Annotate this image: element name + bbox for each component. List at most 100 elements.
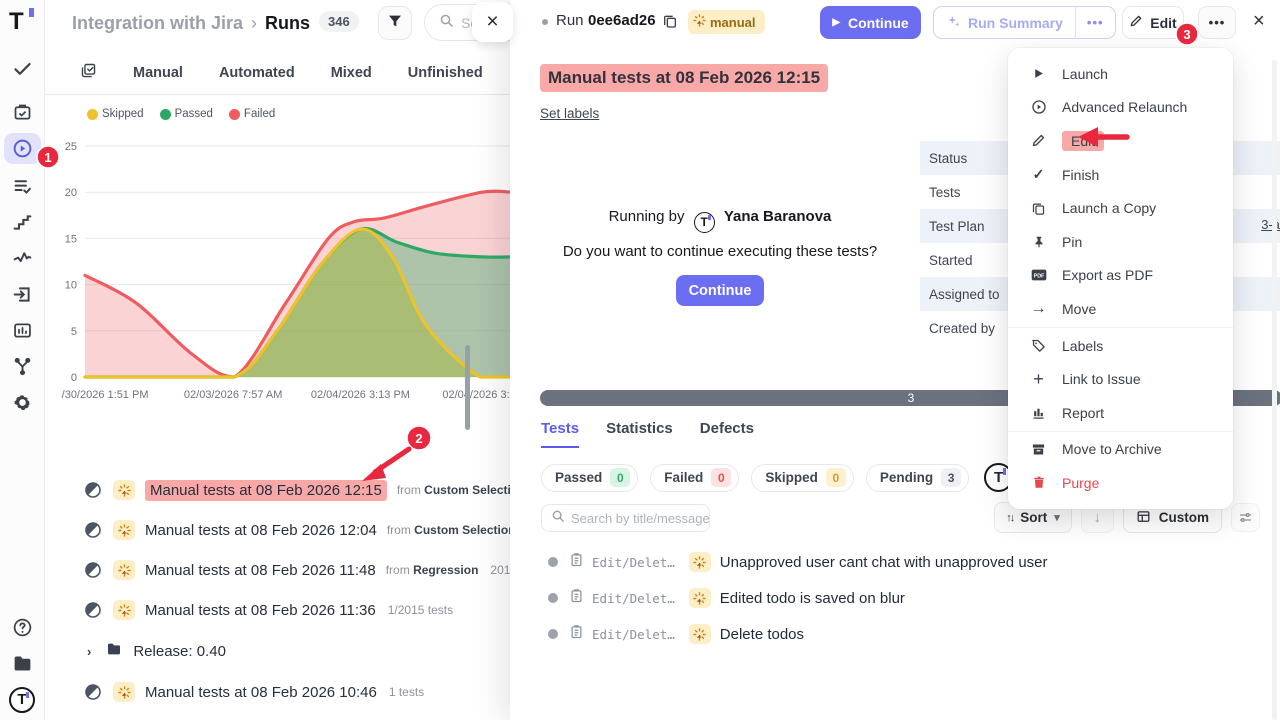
run-row[interactable]: Manual tests at 08 Feb 2026 11:48 from R… <box>45 550 530 590</box>
drawer-edge-close-button[interactable]: × <box>472 2 513 42</box>
copy-icon <box>1030 200 1047 217</box>
run-row[interactable]: Manual tests at 08 Feb 2026 12:15 from C… <box>45 470 544 510</box>
continue-button[interactable]: ▶ Continue <box>820 6 921 39</box>
test-title[interactable]: Edited todo is saved on blur <box>719 589 905 607</box>
run-group-row[interactable]: › Release: 0.40 <box>45 631 512 671</box>
suite-clipboard-icon[interactable] <box>12 102 33 123</box>
menu-item-pin[interactable]: Pin <box>1008 225 1233 259</box>
user-avatar[interactable]: T <box>9 687 35 713</box>
pulse-activity-icon[interactable] <box>12 248 33 269</box>
table-icon <box>1136 509 1151 527</box>
run-title[interactable]: Manual tests at 08 Feb 2026 10:46 <box>145 683 377 701</box>
filter-button[interactable] <box>378 6 412 40</box>
menu-item-move-to-archive[interactable]: Move to Archive <box>1008 433 1233 467</box>
test-plan-link[interactable]: 3-a <box>1261 217 1280 232</box>
passed-dot-icon <box>159 108 171 120</box>
run-progress-pie-icon <box>85 602 101 618</box>
divider <box>1074 6 1076 39</box>
drawer-close-button[interactable]: × <box>1253 10 1265 33</box>
test-title[interactable]: Unapproved user cant chat with unapprove… <box>719 553 1048 571</box>
branch-icon[interactable] <box>12 356 33 377</box>
pencil-icon <box>1129 14 1143 31</box>
run-title[interactable]: Manual tests at 08 Feb 2026 11:48 <box>145 561 376 579</box>
runs-panel: Integration with Jira › Runs 346 Manual Aut… <box>45 0 570 720</box>
menu-item-launch-a-copy[interactable]: Launch a Copy <box>1008 191 1233 225</box>
run-title[interactable]: Manual tests at 08 Feb 2026 12:15 <box>145 479 387 501</box>
tab-automated[interactable]: Automated <box>218 65 295 81</box>
run-title[interactable]: Manual tests at 08 Feb 2026 11:36 <box>145 601 376 619</box>
edit-button[interactable]: Edit <box>1122 6 1184 39</box>
help-icon[interactable] <box>12 617 33 638</box>
select-all-icon[interactable] <box>80 62 97 84</box>
results-list-icon[interactable] <box>12 176 33 197</box>
more-actions-button[interactable]: ••• <box>1198 6 1236 39</box>
menu-item-advanced-relaunch[interactable]: Advanced Relaunch <box>1008 91 1233 125</box>
analytics-chart-icon[interactable] <box>12 320 33 341</box>
trash-icon <box>1030 474 1047 491</box>
app-logo[interactable]: T <box>9 8 35 35</box>
group-title[interactable]: Release: 0.40 <box>133 642 226 660</box>
run-summary-more-button[interactable]: ••• <box>1086 15 1104 30</box>
menu-item-export-as-pdf[interactable]: PDF Export as PDF <box>1008 259 1233 293</box>
menu-item-report[interactable]: Report <box>1008 396 1233 430</box>
manual-burst-icon <box>693 14 706 30</box>
menu-item-edit[interactable]: Edit <box>1008 124 1233 158</box>
breadcrumb-project[interactable]: Integration with Jira <box>72 13 244 33</box>
test-title[interactable]: Delete todos <box>719 625 805 643</box>
menu-item-link-to-issue[interactable]: + Link to Issue <box>1008 362 1233 396</box>
run-row[interactable]: Manual tests at 08 Feb 2026 10:46 1 test… <box>45 672 512 712</box>
play-icon <box>1030 65 1047 82</box>
panel-scrollbar-thumb[interactable] <box>465 345 470 430</box>
legend-failed: Failed <box>228 108 275 120</box>
copy-icon[interactable] <box>662 13 678 34</box>
import-icon[interactable] <box>12 284 33 305</box>
menu-item-move[interactable]: → Move <box>1030 299 1097 317</box>
filter-passed[interactable]: Passed 0 <box>541 463 639 492</box>
chevron-right-icon[interactable]: › <box>87 643 92 659</box>
run-label: Run <box>556 12 584 29</box>
menu-item-purge[interactable]: Purge <box>1008 466 1233 500</box>
tab-tests[interactable]: Tests <box>541 420 580 448</box>
skipped-dot-icon <box>87 108 98 120</box>
gear-icon[interactable] <box>12 392 33 413</box>
test-row[interactable]: Edit/Delet… Edited todo is saved on blur <box>541 584 1261 612</box>
tests-search[interactable] <box>541 504 710 532</box>
drawer-tabs: Tests Statistics Defects <box>541 420 754 448</box>
filter-failed[interactable]: Failed 0 <box>650 463 740 492</box>
pdf-icon: PDF <box>1030 267 1047 284</box>
run-source: from Regression <box>385 563 479 577</box>
run-title[interactable]: Manual tests at 08 Feb 2026 12:04 <box>145 521 377 539</box>
tab-unfinished[interactable]: Unfinished <box>407 65 483 81</box>
run-row[interactable]: Manual tests at 08 Feb 2026 12:04 from C… <box>45 510 516 550</box>
runs-header: Integration with Jira › Runs 346 <box>45 0 564 46</box>
tab-defects[interactable]: Defects <box>699 420 754 437</box>
menu-item-launch[interactable]: Launch <box>1008 57 1233 91</box>
run-summary-button[interactable]: Run Summary ••• <box>933 6 1116 39</box>
filter-skipped[interactable]: Skipped 0 <box>751 463 854 492</box>
run-row[interactable]: Manual tests at 08 Feb 2026 11:36 1/2015… <box>45 590 512 630</box>
tests-check-icon[interactable] <box>12 58 33 79</box>
tab-statistics[interactable]: Statistics <box>606 420 673 437</box>
filter-pending[interactable]: Pending 3 <box>865 463 970 492</box>
menu-item-finish[interactable]: ✓ Finish <box>1008 158 1233 192</box>
run-meta: 1/2015 tests <box>387 603 454 617</box>
tab-manual[interactable]: Manual <box>133 65 183 81</box>
milestones-steps-icon[interactable] <box>12 212 33 233</box>
runs-play-circle-icon[interactable] <box>12 138 33 159</box>
drawer-header: Run 0ee6ad26 manual ▶ Continue Run Summa… <box>510 0 1280 46</box>
tab-mixed[interactable]: Mixed <box>330 65 372 81</box>
drawer-scrollbar-track[interactable] <box>1272 60 1277 720</box>
manual-burst-icon <box>113 520 135 540</box>
run-status-dot <box>542 19 548 25</box>
tests-search-input[interactable] <box>571 510 709 526</box>
archive-icon <box>1030 441 1047 458</box>
folder-icon[interactable] <box>12 653 33 674</box>
adjustments-icon[interactable] <box>1231 503 1260 532</box>
continue-confirm-button[interactable]: Continue <box>676 275 764 306</box>
pin-icon <box>1030 233 1047 250</box>
test-row[interactable]: Edit/Delet… Unapproved user cant chat wi… <box>541 548 1261 576</box>
menu-item-labels[interactable]: Labels <box>1008 329 1233 363</box>
ellipsis-icon: ••• <box>1208 15 1226 30</box>
test-row[interactable]: Edit/Delet… Delete todos <box>541 620 1261 648</box>
set-labels-link[interactable]: Set labels <box>540 106 600 121</box>
